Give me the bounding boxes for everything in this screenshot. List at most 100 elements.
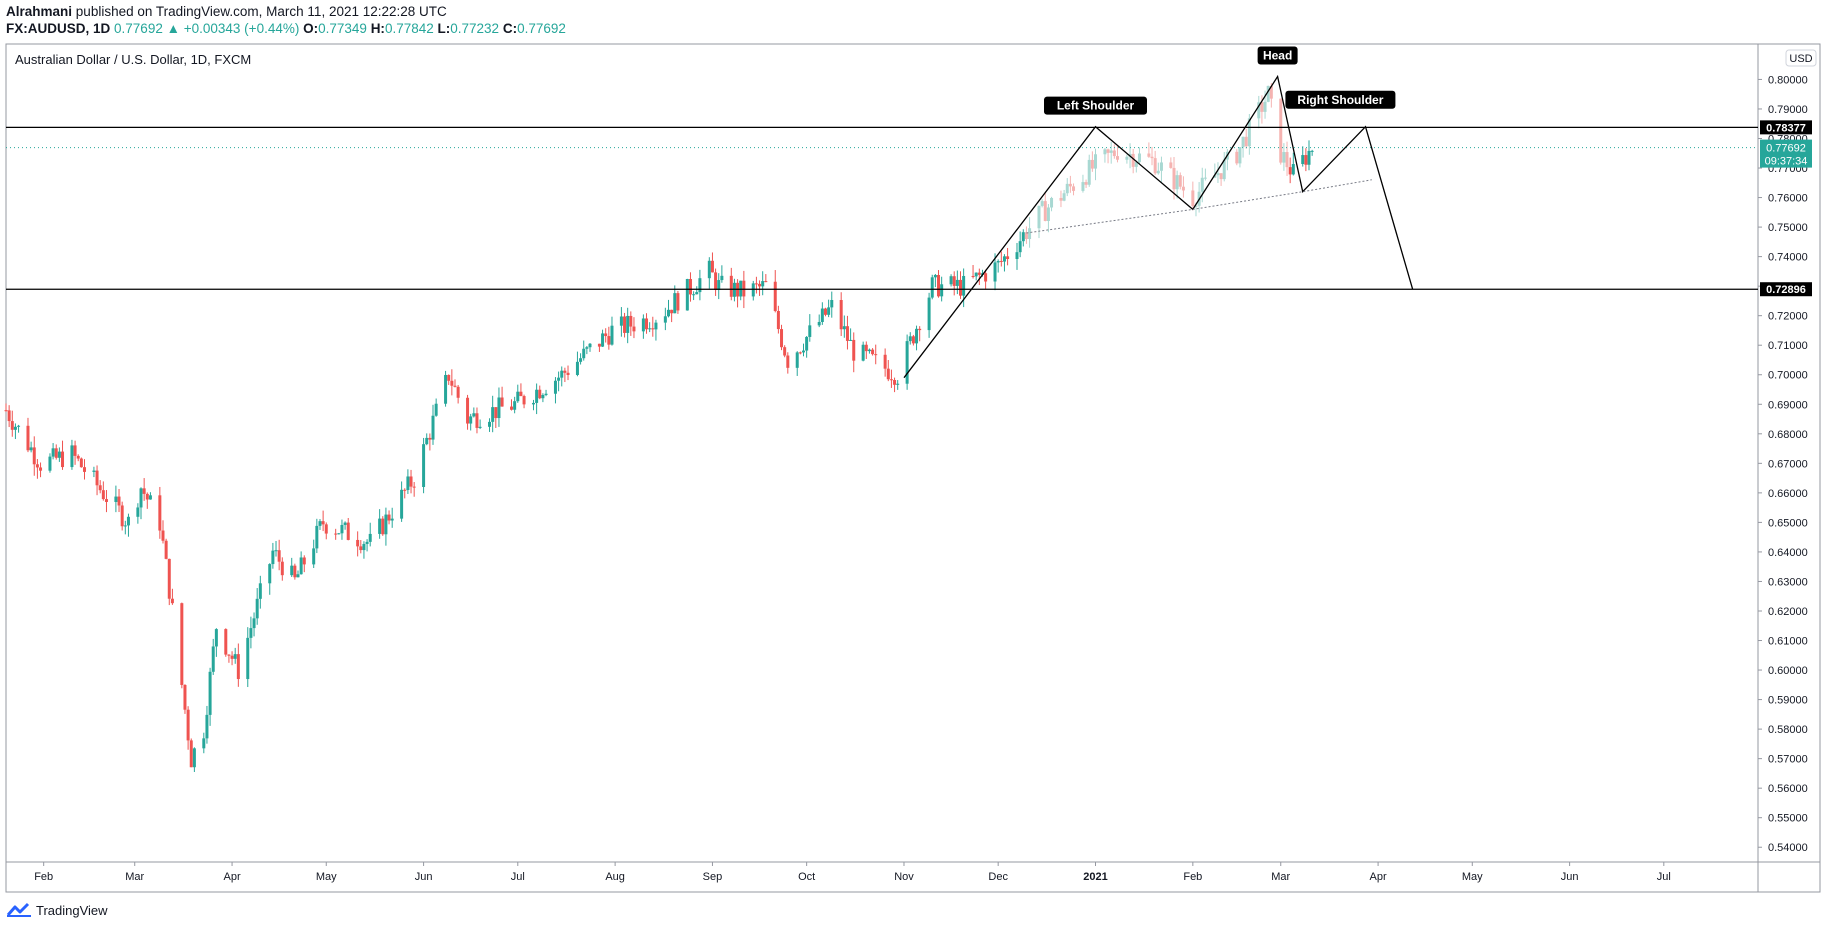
candle-body [958, 279, 962, 296]
candle-body [400, 489, 404, 519]
candle-body [575, 361, 579, 375]
candle-body [1094, 154, 1098, 169]
candle-body [563, 370, 567, 373]
candle-body [1150, 156, 1154, 159]
candle-body [79, 458, 83, 468]
candle-body [431, 415, 435, 440]
time-tick-label: Aug [605, 871, 625, 883]
candle-body [494, 407, 498, 419]
currency-badge[interactable]: USD [1785, 49, 1817, 67]
candle-body [601, 333, 605, 347]
published-text: published on TradingView.com, March 11, … [75, 4, 447, 19]
candle-body [359, 546, 363, 551]
candle-body [1288, 167, 1292, 175]
time-tick-label: Sep [703, 871, 723, 883]
neckline-line[interactable] [1026, 179, 1372, 234]
candle-body [1021, 232, 1025, 242]
candle-body [522, 396, 526, 405]
price-axis[interactable]: 0.800000.790000.780000.770000.760000.750… [1758, 74, 1808, 854]
candle-body [915, 328, 919, 344]
candle-body [1131, 153, 1135, 167]
candle-body [1310, 150, 1314, 152]
candle-body [798, 352, 802, 354]
candle-body [871, 349, 875, 355]
candle-body [205, 714, 209, 739]
candle-body [1043, 201, 1047, 222]
candle-body [607, 336, 611, 345]
candle-body [39, 467, 43, 471]
time-axis[interactable]: Feb Mar Apr May Jun Jul Aug Sep Oct Nov Dec 2021 Feb… [34, 862, 1671, 883]
candle-body [365, 541, 369, 544]
candle-body [977, 272, 981, 275]
candle-body [211, 646, 215, 672]
candle-body [839, 300, 843, 330]
candle-body [1115, 156, 1119, 160]
head-and-shoulders-path[interactable] [903, 74, 1414, 379]
candle-body [453, 385, 457, 387]
candle-body [466, 397, 470, 424]
candle-body [974, 272, 978, 277]
candle-body [720, 275, 724, 281]
candle-body [758, 283, 762, 287]
candle-body [1266, 85, 1270, 102]
candle-body [626, 315, 630, 333]
candle-body [1112, 150, 1116, 157]
candle-body [541, 394, 545, 399]
candle-body [795, 352, 799, 368]
level-price-label: 0.72896 [1766, 284, 1806, 296]
candle-body [1068, 183, 1072, 187]
time-tick-label: Mar [125, 871, 144, 883]
candle-body [582, 348, 586, 359]
candle-body [666, 309, 670, 317]
candle-body [1222, 159, 1226, 180]
pattern-label-box[interactable] [1044, 96, 1148, 115]
time-tick-label: Feb [34, 871, 53, 883]
candle-body [1172, 167, 1176, 190]
pattern-label-box[interactable] [1285, 90, 1396, 109]
candle-body [1018, 241, 1022, 253]
candle-body [544, 393, 548, 395]
candle-body [315, 525, 319, 549]
candle-body [249, 628, 253, 638]
candle-body [1241, 136, 1245, 148]
time-tick-label: Jun [1561, 871, 1579, 883]
candle-body [167, 558, 171, 599]
candle-body [1200, 177, 1204, 192]
candle-body [337, 533, 341, 535]
candle-body [927, 297, 931, 331]
candle-body [751, 283, 755, 297]
candle-body [280, 561, 284, 576]
candle-body [61, 451, 65, 468]
candle-body [384, 514, 388, 535]
candle-body [604, 333, 608, 337]
currency-label: USD [1789, 53, 1812, 65]
time-tick-label: Apr [1370, 871, 1387, 883]
candle-body [588, 343, 592, 348]
level-price-tag [1760, 282, 1812, 297]
candle-body [984, 273, 988, 282]
price-tick-label: 0.61000 [1768, 636, 1808, 648]
candle-body [381, 518, 385, 535]
candle-body [35, 464, 39, 468]
tradingview-branding[interactable]: TradingView [6, 902, 108, 918]
candle-body [334, 533, 338, 535]
candle-body [246, 637, 250, 680]
candle-body [513, 401, 517, 410]
pattern-label-box[interactable] [1257, 46, 1298, 65]
candle-body [780, 329, 784, 348]
author-name[interactable]: Alrahmani [6, 4, 73, 19]
candle-body [707, 260, 711, 279]
pattern-label: Head [1263, 48, 1292, 62]
low-value: 0.77232 [450, 21, 500, 36]
candle-body [535, 389, 539, 403]
candle-body [1103, 149, 1107, 155]
candle-body [444, 374, 448, 404]
ticker-symbol[interactable]: FX:AUDUSD, 1D [6, 21, 111, 36]
price-axis-frame [1757, 43, 1821, 893]
candle-body [321, 521, 325, 525]
up-arrow-icon: ▲ [166, 21, 180, 36]
candle-body [1159, 162, 1163, 171]
candle-body [101, 490, 105, 500]
candle-body [1040, 201, 1044, 206]
